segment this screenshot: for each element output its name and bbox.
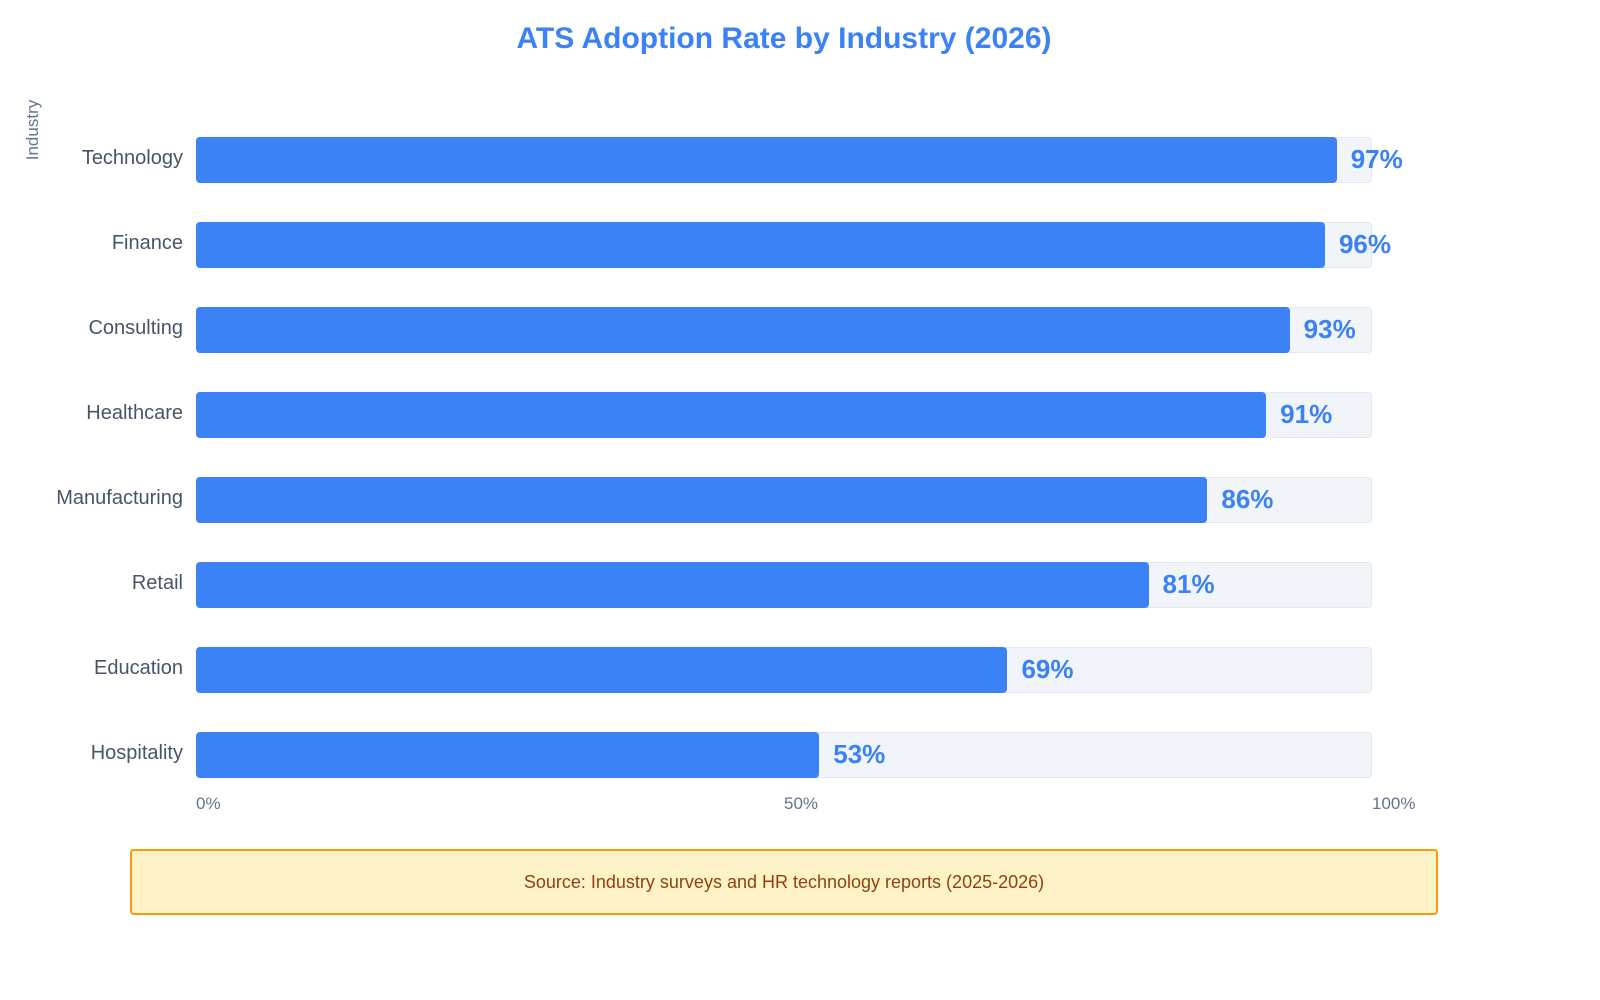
- category-label: Education: [94, 657, 183, 679]
- category-label: Healthcare: [86, 402, 183, 424]
- bar-row: Finance 96%: [0, 222, 1600, 268]
- source-note: Source: Industry surveys and HR technolo…: [130, 849, 1438, 915]
- bar: [196, 222, 1325, 268]
- data-label: 53%: [833, 739, 886, 769]
- data-label: 69%: [1021, 654, 1074, 684]
- chart-title: ATS Adoption Rate by Industry (2026): [516, 22, 1052, 55]
- category-label: Hospitality: [90, 742, 183, 764]
- x-tick-label: 0%: [196, 794, 221, 813]
- bar: [196, 137, 1337, 183]
- bar: [196, 562, 1149, 608]
- bar: [196, 477, 1208, 523]
- category-label: Consulting: [88, 317, 183, 339]
- bar-row: Education 69%: [0, 647, 1600, 693]
- bar: [196, 307, 1290, 353]
- data-label: 81%: [1162, 569, 1215, 599]
- bar: [196, 392, 1267, 438]
- bar: [196, 732, 820, 778]
- category-label: Manufacturing: [56, 487, 183, 509]
- data-label: 93%: [1303, 314, 1356, 344]
- data-label: 86%: [1221, 484, 1274, 514]
- category-label: Technology: [81, 147, 183, 169]
- x-tick-label: 50%: [784, 794, 819, 813]
- data-label: 97%: [1350, 144, 1403, 174]
- bar-row: Technology 97%: [0, 137, 1600, 183]
- category-label: Finance: [111, 232, 183, 254]
- category-label: Retail: [131, 572, 183, 594]
- bar-row: Consulting 93%: [0, 307, 1600, 353]
- bar: [196, 647, 1008, 693]
- data-label: 91%: [1280, 399, 1333, 429]
- bar-row: Retail 81%: [0, 562, 1600, 608]
- bar-row: Hospitality 53%: [0, 732, 1600, 778]
- x-tick-label: 100%: [1372, 794, 1416, 813]
- bar-row: Manufacturing 86%: [0, 477, 1600, 523]
- data-label: 96%: [1338, 229, 1391, 259]
- bar-row: Healthcare 91%: [0, 392, 1600, 438]
